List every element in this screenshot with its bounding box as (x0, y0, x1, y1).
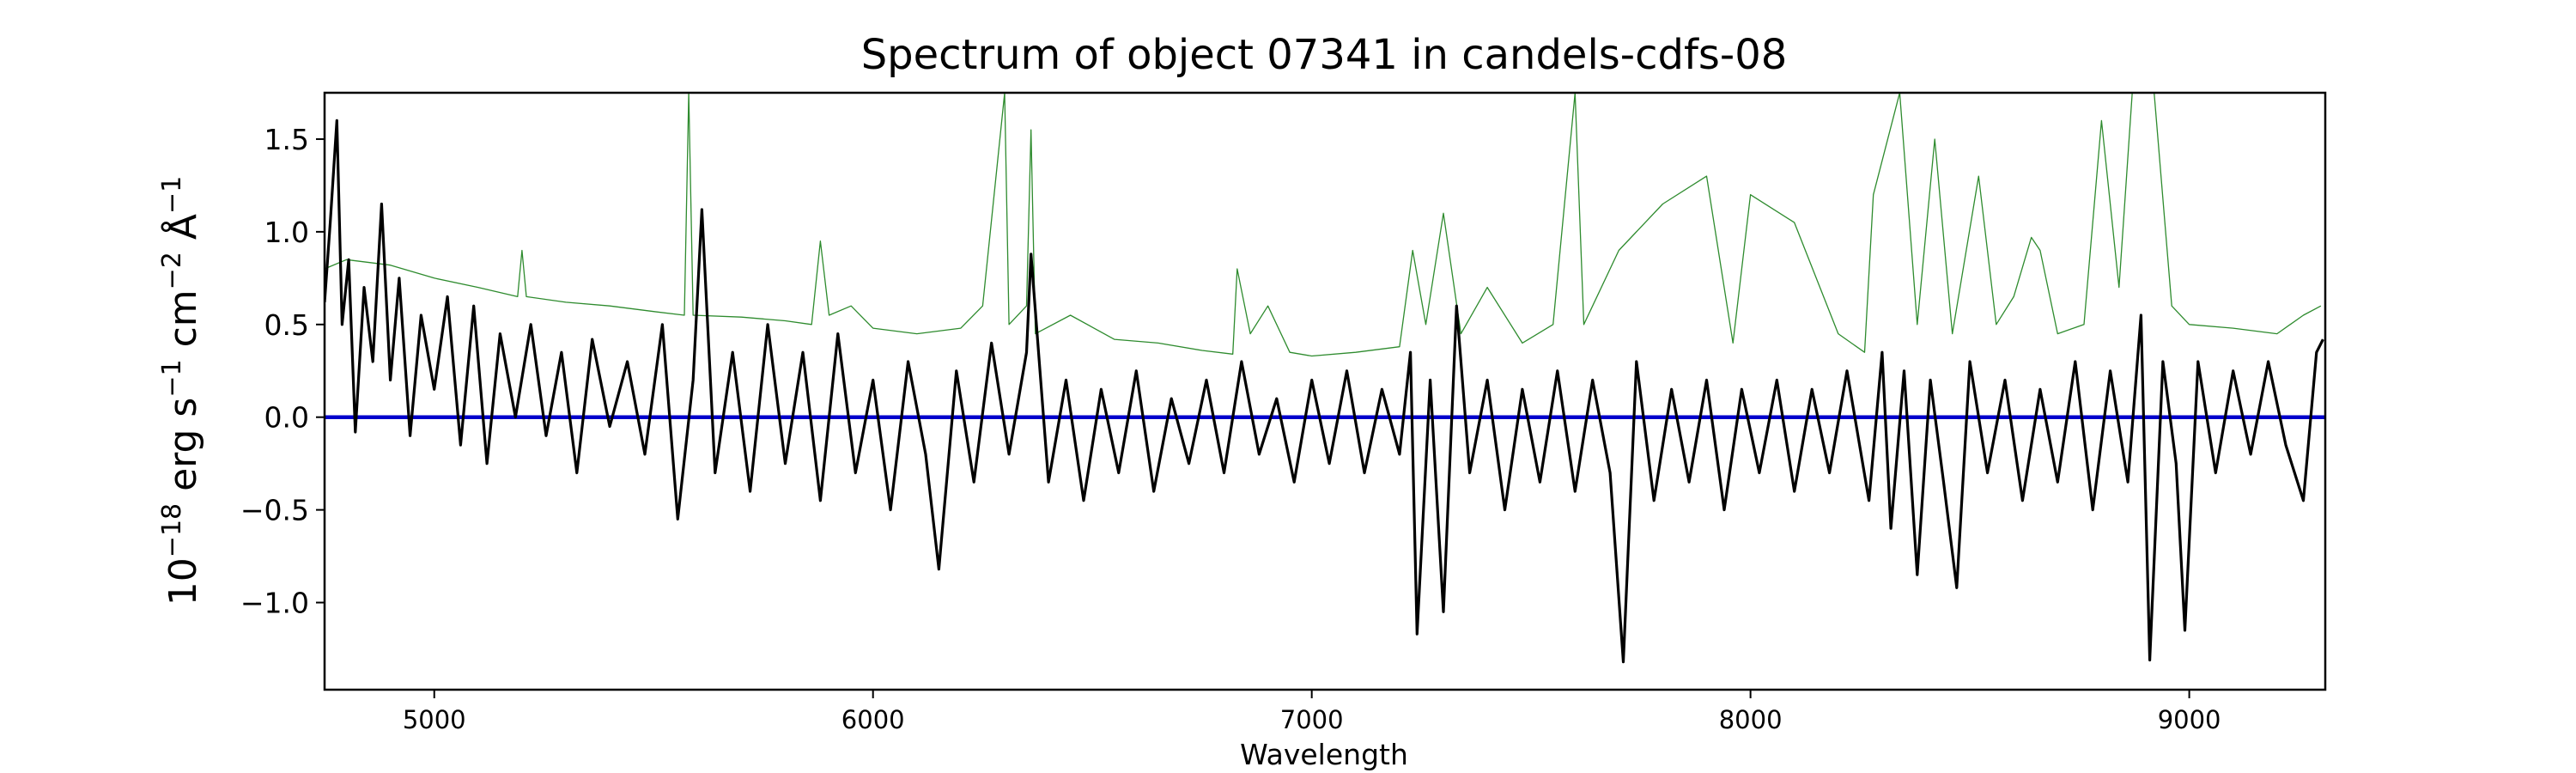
series-line-flux (325, 119, 2324, 664)
x-tick-label: 8000 (1719, 705, 1783, 734)
y-tick-label: 0.5 (264, 308, 309, 342)
y-tick-label: 1.0 (264, 216, 309, 249)
x-axis-label: Wavelength (1240, 738, 1408, 771)
y-axis: −1.0 −0.5 0.0 0.5 1.0 1.5 (240, 123, 325, 620)
y-tick-label: 0.0 (264, 401, 309, 435)
x-tick-label: 9000 (2158, 705, 2221, 734)
plot-area-frame (323, 91, 2327, 691)
y-tick-label: 1.5 (264, 123, 309, 156)
x-axis: 5000 6000 7000 8000 9000 (403, 690, 2221, 734)
y-label-exp3: −2 (157, 252, 187, 289)
x-tick-label: 7000 (1280, 705, 1344, 734)
y-label-exp4: −1 (157, 176, 187, 214)
y-label-unit3: Å (160, 214, 205, 252)
chart-title: Spectrum of object 07341 in candels-cdfs… (861, 31, 1788, 79)
x-tick-label: 6000 (841, 705, 905, 734)
y-tick-label: −0.5 (240, 494, 309, 527)
x-tick-label: 5000 (403, 705, 466, 734)
y-label-base: 10 (161, 557, 205, 606)
y-axis-label: 10−18 erg s−1 cm−2 Å−1 (157, 176, 205, 606)
series-layer (325, 93, 2325, 664)
y-label-exp2: −1 (157, 359, 187, 397)
y-label-unit1: erg s (161, 398, 205, 503)
y-label-unit2: cm (161, 289, 205, 359)
series-line-error (325, 93, 2322, 357)
y-tick-label: −1.0 (240, 587, 309, 620)
y-label-exp1: −18 (157, 503, 187, 557)
